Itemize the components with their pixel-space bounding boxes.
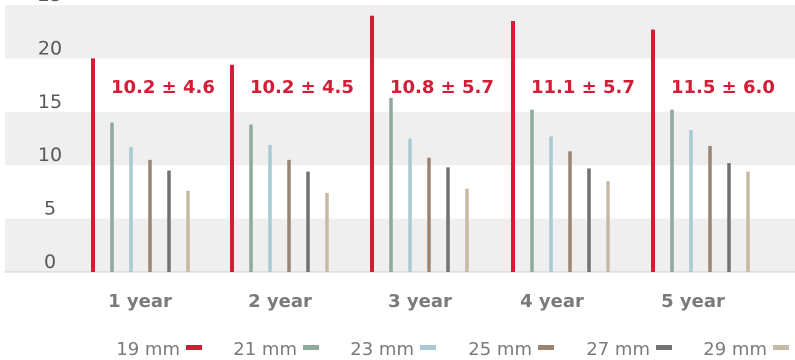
bar-19-mm-4-year — [511, 21, 515, 272]
y-axis-ticks: 0 5 10 15 20 25 — [38, 0, 62, 273]
bar-27-mm-2-year — [306, 171, 310, 272]
x-axis-categories: 1 year 2 year 3 year 4 year 5 year — [108, 291, 725, 312]
legend-swatch — [773, 345, 789, 350]
grid-band — [5, 218, 795, 272]
bar-29-mm-5-year — [746, 171, 750, 272]
legend-swatch — [303, 345, 319, 350]
category-label: 2 year — [248, 291, 312, 312]
category-label: 3 year — [388, 291, 452, 312]
grid-bands — [5, 5, 795, 272]
annotation-label: 10.2 ± 4.6 — [111, 77, 215, 98]
grid-band — [5, 111, 795, 166]
bar-21-mm-2-year — [249, 124, 253, 272]
y-tick-label: 5 — [44, 198, 56, 220]
y-tick-label: 0 — [44, 251, 56, 273]
legend-swatch — [538, 345, 554, 350]
category-label: 4 year — [520, 291, 584, 312]
legend: 19 mm 21 mm 23 mm 25 mm 27 mm 29 mm — [116, 339, 789, 360]
legend-label: 27 mm — [586, 339, 650, 360]
bar-21-mm-1-year — [110, 122, 114, 272]
bar-25-mm-1-year — [148, 159, 152, 272]
legend-label: 23 mm — [350, 339, 414, 360]
annotation-label: 11.1 ± 5.7 — [531, 77, 635, 98]
category-label: 1 year — [108, 291, 172, 312]
bar-21-mm-5-year — [670, 109, 674, 272]
legend-swatch — [420, 345, 436, 350]
y-tick-label: 10 — [38, 144, 62, 166]
y-tick-label: 25 — [38, 0, 62, 6]
bar-23-mm-5-year — [689, 129, 693, 272]
legend-label: 29 mm — [703, 339, 767, 360]
bar-27-mm-5-year — [727, 163, 731, 272]
bar-19-mm-3-year — [370, 15, 374, 273]
bar-29-mm-1-year — [186, 190, 190, 272]
bar-27-mm-3-year — [446, 167, 450, 272]
bar-25-mm-5-year — [708, 145, 712, 272]
bar-19-mm-2-year — [230, 64, 234, 272]
bar-21-mm-4-year — [530, 109, 534, 272]
legend-label: 25 mm — [468, 339, 532, 360]
bar-23-mm-1-year — [129, 147, 133, 272]
y-tick-label: 20 — [38, 37, 62, 59]
bar-23-mm-2-year — [268, 144, 272, 272]
bar-25-mm-3-year — [427, 157, 431, 272]
category-label: 5 year — [661, 291, 725, 312]
y-tick-label: 15 — [38, 91, 62, 113]
bar-23-mm-4-year — [549, 136, 553, 272]
bar-19-mm-1-year — [91, 58, 95, 273]
legend-swatch — [656, 345, 672, 350]
bar-29-mm-2-year — [325, 192, 329, 272]
legend-swatch — [186, 345, 202, 350]
bar-29-mm-3-year — [465, 188, 469, 272]
bar-marks — [91, 15, 750, 273]
bar-27-mm-1-year — [167, 170, 171, 272]
annotation-label: 10.8 ± 5.7 — [390, 77, 494, 98]
grid-band — [5, 5, 795, 59]
bar-29-mm-4-year — [606, 181, 610, 272]
bar-27-mm-4-year — [587, 168, 591, 272]
legend-label: 19 mm — [116, 339, 180, 360]
bar-25-mm-2-year — [287, 159, 291, 272]
bar-21-mm-3-year — [389, 97, 393, 272]
bar-19-mm-5-year — [651, 29, 655, 273]
bar-23-mm-3-year — [408, 138, 412, 272]
bar-25-mm-4-year — [568, 151, 572, 272]
value-annotations: 10.2 ± 4.6 10.2 ± 4.5 10.8 ± 5.7 11.1 ± 5.7… — [111, 77, 775, 98]
annotation-label: 10.2 ± 4.5 — [250, 77, 354, 98]
legend-label: 21 mm — [233, 339, 297, 360]
annotation-label: 11.5 ± 6.0 — [671, 77, 775, 98]
